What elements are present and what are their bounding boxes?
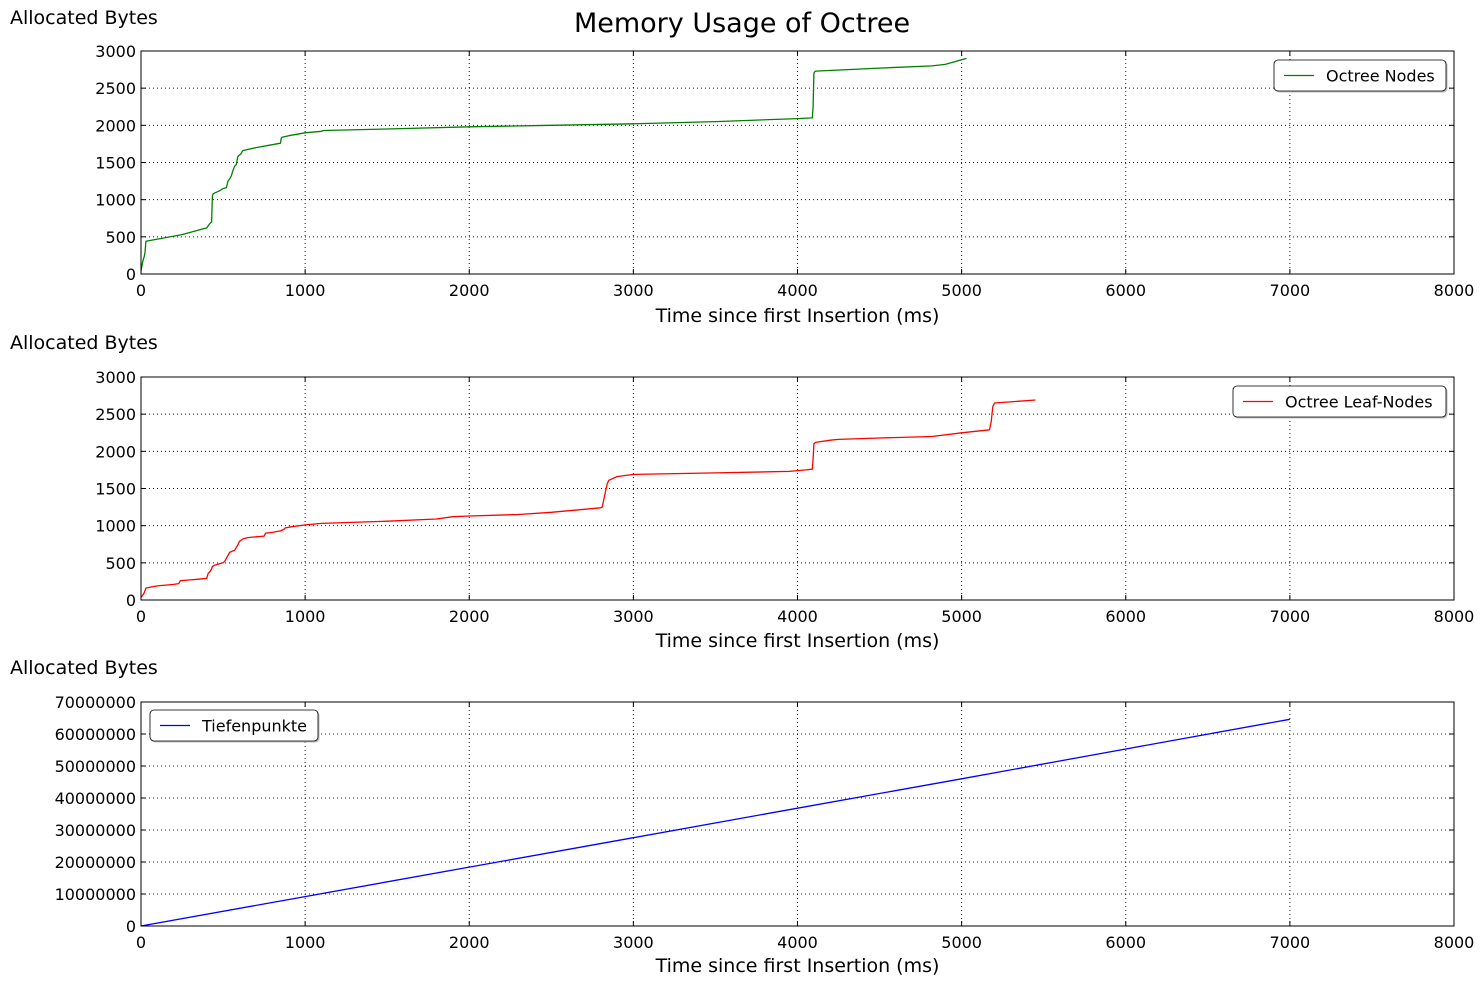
y-tick-label: 30000000: [55, 821, 136, 840]
x-tick-label: 3000: [613, 933, 654, 952]
x-axis-label: Time since first Insertion (ms): [655, 305, 940, 327]
legend: Tiefenpunkte: [149, 709, 320, 743]
x-tick-label: 7000: [1270, 281, 1311, 300]
y-tick-label: 60000000: [55, 725, 136, 744]
series-line-1: [140, 57, 967, 272]
y-tick-label: 50000000: [55, 757, 136, 776]
x-tick-label: 8000: [1434, 281, 1475, 300]
y-tick-label: 1000: [95, 517, 136, 536]
y-tick-label: 20000000: [55, 853, 136, 872]
x-tick-label: 4000: [777, 933, 818, 952]
y-tick-label: 10000000: [55, 885, 136, 904]
x-tick-label: 0: [136, 933, 146, 952]
y-tick-label: 2000: [95, 442, 136, 461]
x-axis-label: Time since first Insertion (ms): [655, 630, 940, 652]
x-tick-label: 1000: [285, 607, 326, 626]
x-tick-label: 5000: [941, 607, 982, 626]
y-tick-label: 1500: [95, 480, 136, 499]
x-tick-label: 5000: [941, 281, 982, 300]
y-tick-label: 1500: [95, 154, 136, 173]
x-axis-label: Time since first Insertion (ms): [655, 955, 940, 977]
y-tick-label: 40000000: [55, 789, 136, 808]
y-tick-label: 0: [126, 265, 136, 284]
chart-panel-1: 0 1000 2000 3000 4000 5000 6000 7000 8000 0 500 100…: [10, 7, 1474, 327]
x-tick-label: 7000: [1270, 933, 1311, 952]
x-tick-label: 3000: [613, 281, 654, 300]
y-tick-label: 2000: [95, 116, 136, 135]
x-tick-label: 4000: [777, 607, 818, 626]
y-tick-label: 0: [126, 917, 136, 936]
x-tick-label: 5000: [941, 933, 982, 952]
x-tick-label: 6000: [1105, 281, 1146, 300]
legend: Octree Leaf-Nodes: [1232, 385, 1448, 419]
y-tick-label: 1000: [95, 191, 136, 210]
x-tick-label: 0: [136, 607, 146, 626]
x-tick-label: 8000: [1434, 933, 1475, 952]
x-tick-label: 6000: [1105, 933, 1146, 952]
legend-label: Octree Nodes: [1326, 67, 1435, 86]
y-tick-label: 3000: [95, 368, 136, 387]
series-line-3: [140, 718, 1291, 927]
series-line-2: [140, 399, 1036, 598]
y-axis-label: Allocated Bytes: [10, 657, 158, 679]
legend-label: Tiefenpunkte: [201, 717, 307, 736]
legend-box: [149, 709, 319, 742]
y-tick-label: 2500: [95, 79, 136, 98]
x-tick-label: 4000: [777, 281, 818, 300]
y-tick-label: 3000: [95, 42, 136, 61]
y-tick-label: 0: [126, 591, 136, 610]
legend-box: [1232, 385, 1447, 418]
chart-panel-3: 0 1000 2000 3000 4000 5000 6000 7000 8000 0 100000…: [10, 657, 1474, 977]
chart-title: Memory Usage of Octree: [574, 8, 910, 39]
x-tick-label: 1000: [285, 281, 326, 300]
x-tick-label: 6000: [1105, 607, 1146, 626]
x-tick-label: 1000: [285, 933, 326, 952]
x-tick-label: 7000: [1270, 607, 1311, 626]
y-tick-label: 500: [105, 228, 136, 247]
y-tick-label: 70000000: [55, 693, 136, 712]
y-tick-label: 2500: [95, 405, 136, 424]
x-tick-label: 8000: [1434, 607, 1475, 626]
x-tick-label: 3000: [613, 607, 654, 626]
legend-label: Octree Leaf-Nodes: [1285, 393, 1433, 412]
chart-panel-2: 0 1000 2000 3000 4000 5000 6000 7000 8000 0 500 100…: [10, 332, 1474, 652]
x-tick-label: 2000: [449, 607, 490, 626]
legend-box: [1273, 59, 1447, 92]
x-tick-label: 2000: [449, 281, 490, 300]
y-axis-label: Allocated Bytes: [10, 7, 158, 29]
y-axis-label: Allocated Bytes: [10, 332, 158, 354]
x-tick-label: 2000: [449, 933, 490, 952]
legend: Octree Nodes: [1273, 59, 1448, 93]
x-tick-label: 0: [136, 281, 146, 300]
y-tick-label: 500: [105, 554, 136, 573]
